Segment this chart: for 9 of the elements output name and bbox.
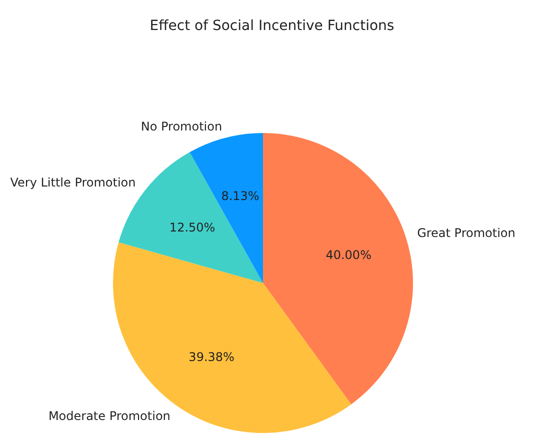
slice-label: Moderate Promotion: [48, 408, 170, 423]
data-label: 12.50%: [169, 220, 216, 234]
data-label: 39.38%: [188, 350, 234, 364]
data-label: 40.00%: [326, 248, 372, 262]
slice-label: Great Promotion: [417, 226, 516, 240]
slice-label: Very Little Promotion: [10, 176, 136, 190]
chart-title: Effect of Social Incentive Functions: [150, 18, 394, 34]
slice-label: No Promotion: [140, 119, 222, 134]
data-label: 8.13%: [221, 188, 260, 203]
